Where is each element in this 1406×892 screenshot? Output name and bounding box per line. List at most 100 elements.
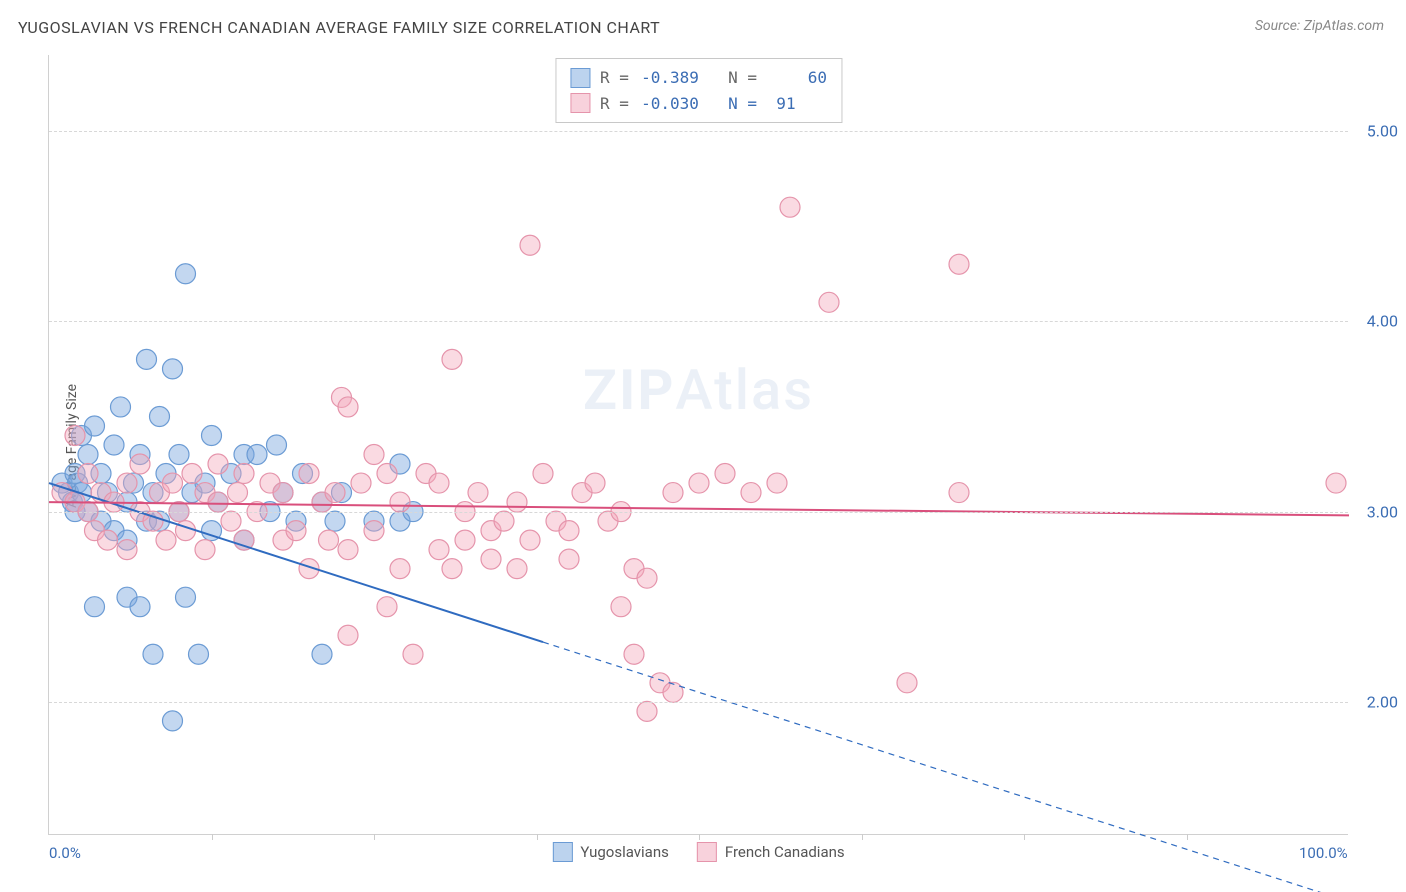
scatter-point <box>780 197 800 217</box>
scatter-point <box>195 540 215 560</box>
scatter-point <box>176 587 196 607</box>
legend-label-french-canadians: French Canadians <box>725 843 845 861</box>
scatter-point <box>312 644 332 664</box>
scatter-point <box>130 597 150 617</box>
scatter-point <box>520 235 540 255</box>
scatter-point <box>611 597 631 617</box>
scatter-point <box>429 473 449 493</box>
scatter-point <box>156 530 176 550</box>
x-minor-tick <box>699 834 700 840</box>
scatter-point <box>176 521 196 541</box>
scatter-point <box>637 701 657 721</box>
scatter-point <box>533 464 553 484</box>
y-tick-label: 5.00 <box>1354 122 1398 141</box>
scatter-point <box>403 644 423 664</box>
legend-r-label: R = <box>600 65 629 91</box>
scatter-point <box>949 254 969 274</box>
scatter-point <box>150 406 170 426</box>
scatter-point <box>520 530 540 550</box>
scatter-point <box>130 454 150 474</box>
series-legend: Yugoslavians French Canadians <box>552 842 844 862</box>
scatter-point <box>163 359 183 379</box>
scatter-point <box>897 673 917 693</box>
scatter-plot-svg <box>49 55 1349 835</box>
legend-label-yugoslavians: Yugoslavians <box>580 843 669 861</box>
legend-n-label: N = <box>709 65 757 91</box>
x-tick-label: 0.0% <box>49 844 81 862</box>
scatter-point <box>325 483 345 503</box>
correlation-legend-box: R = -0.389 N = 60 R = -0.030 N = 91 <box>555 58 842 123</box>
scatter-point <box>338 625 358 645</box>
scatter-point <box>377 464 397 484</box>
scatter-point <box>221 511 241 531</box>
scatter-point <box>299 464 319 484</box>
scatter-point <box>163 473 183 493</box>
x-tick-label: 100.0% <box>1299 844 1348 862</box>
y-tick-label: 4.00 <box>1354 312 1398 331</box>
x-minor-tick <box>537 834 538 840</box>
scatter-point <box>182 464 202 484</box>
scatter-point <box>163 711 183 731</box>
scatter-point <box>208 492 228 512</box>
scatter-point <box>338 540 358 560</box>
scatter-point <box>85 416 105 436</box>
legend-r-label: R = <box>600 91 629 117</box>
scatter-point <box>364 521 384 541</box>
source-attribution: Source: ZipAtlas.com <box>1255 18 1384 34</box>
scatter-point <box>442 349 462 369</box>
scatter-point <box>137 349 157 369</box>
scatter-point <box>624 644 644 664</box>
scatter-point <box>169 445 189 465</box>
scatter-point <box>247 445 267 465</box>
scatter-point <box>468 483 488 503</box>
scatter-point <box>429 540 449 560</box>
y-tick-label: 2.00 <box>1354 692 1398 711</box>
scatter-point <box>189 644 209 664</box>
grid-line <box>49 702 1348 703</box>
scatter-point <box>202 425 222 445</box>
scatter-point <box>117 473 137 493</box>
swatch-pink-icon <box>697 842 717 862</box>
scatter-point <box>559 521 579 541</box>
scatter-point <box>98 530 118 550</box>
scatter-point <box>390 559 410 579</box>
scatter-point <box>234 464 254 484</box>
scatter-point <box>85 597 105 617</box>
trend-line-solid <box>49 502 1349 515</box>
scatter-point <box>286 521 306 541</box>
chart-area: ZIPAtlas R = -0.389 N = 60 R = -0.030 N … <box>48 55 1348 835</box>
scatter-point <box>390 492 410 512</box>
scatter-point <box>663 682 683 702</box>
swatch-blue-icon <box>552 842 572 862</box>
scatter-point <box>1326 473 1346 493</box>
grid-line <box>49 321 1348 322</box>
y-tick-label: 3.00 <box>1354 502 1398 521</box>
legend-item-yugoslavians: Yugoslavians <box>552 842 669 862</box>
scatter-point <box>78 445 98 465</box>
r-value-yugoslavians: -0.389 <box>639 65 699 91</box>
r-value-french-canadians: -0.030 <box>639 91 699 117</box>
scatter-point <box>507 559 527 579</box>
scatter-point <box>507 492 527 512</box>
scatter-point <box>637 568 657 588</box>
scatter-point <box>111 397 131 417</box>
scatter-point <box>741 483 761 503</box>
x-minor-tick <box>1024 834 1025 840</box>
scatter-point <box>364 445 384 465</box>
scatter-point <box>455 530 475 550</box>
n-value-french-canadians: N = 91 <box>709 91 796 117</box>
legend-item-french-canadians: French Canadians <box>697 842 845 862</box>
x-minor-tick <box>862 834 863 840</box>
swatch-pink-icon <box>570 93 590 113</box>
scatter-point <box>481 549 501 569</box>
swatch-blue-icon <box>570 68 590 88</box>
scatter-point <box>715 464 735 484</box>
scatter-point <box>338 397 358 417</box>
scatter-point <box>377 597 397 617</box>
scatter-point <box>319 530 339 550</box>
scatter-point <box>65 425 85 445</box>
scatter-point <box>273 483 293 503</box>
n-value-yugoslavians: 60 <box>767 65 827 91</box>
scatter-point <box>228 483 248 503</box>
scatter-point <box>442 559 462 579</box>
